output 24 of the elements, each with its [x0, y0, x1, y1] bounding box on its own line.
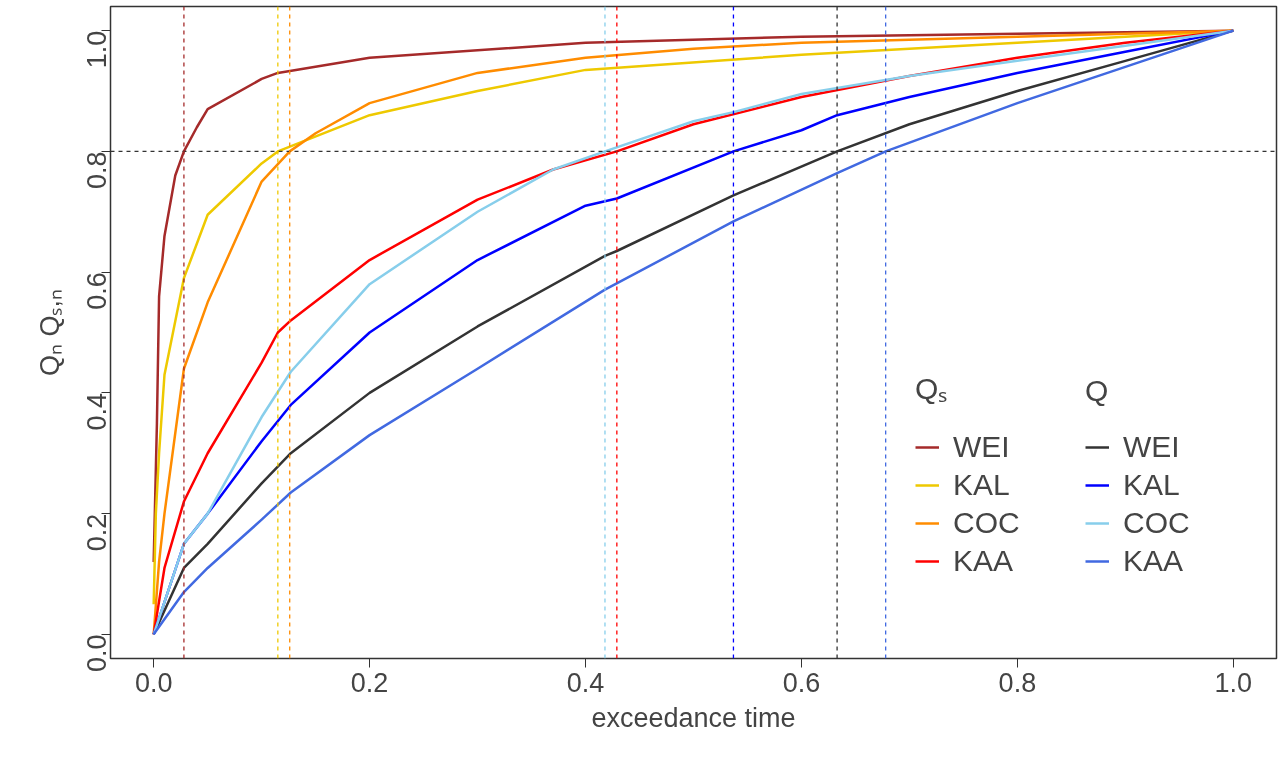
- text: Q: [1085, 374, 1109, 407]
- y-tick-label: 0.0: [82, 634, 112, 672]
- x-tick-label: 0.2: [350, 667, 389, 698]
- legend-label: WEI: [1123, 430, 1180, 464]
- legend-label: KAA: [1123, 544, 1184, 578]
- legend-label: COC: [953, 506, 1020, 540]
- y-tick-label: 0.4: [82, 392, 112, 431]
- legend-label: KAA: [953, 544, 1014, 578]
- y-tick-label: 0.8: [82, 151, 112, 189]
- x-axis-title: exceedance time: [591, 702, 796, 733]
- legend-label: KAL: [1123, 468, 1180, 502]
- x-tick-label: 1.0: [1214, 667, 1253, 698]
- y-tick-label: 0.6: [82, 272, 112, 310]
- y-tick-label: 1.0: [82, 30, 112, 69]
- x-tick-label: 0.0: [134, 667, 173, 698]
- x-tick-label: 0.4: [566, 667, 605, 698]
- y-axis-title: Qₙ Qₛ,ₙ: [34, 288, 65, 376]
- legend-label: COC: [1123, 506, 1190, 540]
- text: Qₛ: [915, 372, 948, 405]
- legend-label: WEI: [953, 430, 1010, 464]
- y-tick-label: 0.2: [82, 513, 112, 552]
- x-tick-label: 0.6: [782, 667, 821, 698]
- legend-label: KAL: [953, 468, 1010, 502]
- x-tick-label: 0.8: [998, 667, 1037, 698]
